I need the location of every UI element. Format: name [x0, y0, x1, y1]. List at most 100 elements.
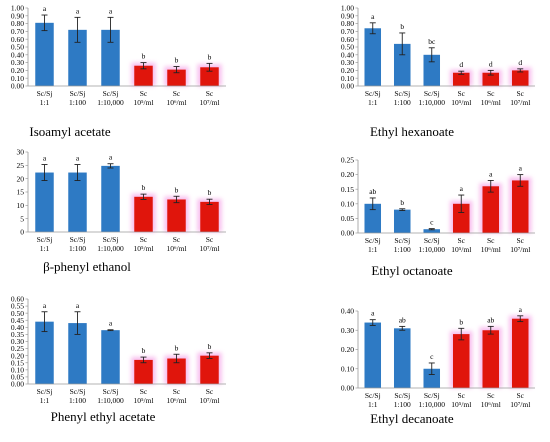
- x-tick-label: 10⁶/ml: [166, 396, 186, 405]
- y-tick-label: 0.80: [341, 19, 354, 28]
- y-tick-label: 5: [20, 214, 24, 223]
- x-tick-label: Sc/Sj: [37, 89, 53, 98]
- significance-letter: a: [43, 301, 47, 310]
- y-tick-label: 10: [17, 201, 25, 210]
- y-tick-label: 0.10: [11, 74, 24, 83]
- significance-letter: d: [518, 58, 522, 67]
- significance-letter: b: [459, 317, 463, 326]
- significance-letter: b: [142, 346, 146, 355]
- bar-sc-sj-1-100: [393, 43, 411, 86]
- bar-sc-sj-1-100: [393, 209, 411, 233]
- bar-sc-10-ml: [482, 330, 500, 388]
- x-tick-label: 1:10,000: [419, 245, 446, 254]
- bar-sc-sj-1-1: [364, 203, 382, 233]
- y-tick-label: 0.50: [11, 309, 24, 318]
- x-tick-label: Sc/Sj: [424, 89, 440, 98]
- bar-sc-10-ml: [511, 318, 529, 388]
- significance-letter: a: [371, 12, 375, 21]
- significance-letter: b: [175, 56, 179, 65]
- bar-sc-10-ml: [200, 67, 219, 86]
- bar-sc-sj-1-10-000: [101, 330, 120, 384]
- significance-letter: b: [175, 185, 179, 194]
- significance-letter: a: [371, 309, 375, 318]
- chart-title-phenyl-ethyl-acetate: Phenyl ethyl acetate: [51, 409, 156, 424]
- x-tick-label: 1:100: [69, 396, 86, 405]
- chart-phenyl-ethyl-acetate: 0.000.050.100.150.200.250.300.350.400.45…: [11, 295, 226, 405]
- significance-letter: ab: [399, 315, 406, 324]
- bar-sc-sj-1-10-000: [101, 165, 120, 232]
- y-tick-label: 0.40: [11, 50, 24, 59]
- bar-sc-sj-1-1: [35, 22, 54, 86]
- x-tick-label: Sc/Sj: [37, 235, 53, 244]
- y-tick-label: 1.00: [11, 4, 24, 13]
- y-tick-label: 0.00: [341, 384, 354, 393]
- bar-sc-sj-1-100: [68, 29, 87, 86]
- x-tick-label: 10⁷/ml: [510, 245, 530, 254]
- x-tick-label: 1:100: [394, 245, 411, 254]
- bar-sc-sj-1-1: [364, 28, 382, 87]
- x-tick-label: 10⁶/ml: [166, 98, 186, 107]
- x-tick-label: 10⁷/ml: [510, 400, 530, 409]
- significance-letter: a: [109, 153, 113, 162]
- x-tick-label: 10⁶/ml: [481, 400, 501, 409]
- bar-sc-sj-1-1: [35, 321, 54, 384]
- x-tick-label: 1:1: [368, 98, 378, 107]
- y-tick-label: 0.60: [11, 35, 24, 44]
- y-tick-label: 0.30: [341, 326, 354, 335]
- y-tick-label: 0.15: [341, 185, 354, 194]
- y-tick-label: 1.00: [341, 4, 354, 13]
- x-tick-label: Sc/Sj: [424, 236, 440, 245]
- significance-letter: a: [109, 319, 113, 328]
- chart-ethyl-decanoate: 0.000.100.200.300.40 aSc/Sj1:1abSc/Sj1:10…: [341, 305, 535, 409]
- y-tick-label: 0.45: [11, 316, 24, 325]
- bar-sc-10-ml: [200, 201, 219, 232]
- y-tick-label: 0.10: [341, 364, 354, 373]
- x-tick-label: 1:100: [69, 98, 86, 107]
- significance-letter: b: [400, 22, 404, 31]
- y-tick-label: 0.00: [341, 82, 354, 91]
- significance-letter: a: [109, 6, 113, 15]
- significance-letter: d: [459, 60, 463, 69]
- significance-letter: d: [489, 59, 493, 68]
- y-tick-label: 0.20: [11, 66, 24, 75]
- bar-sc-10-ml: [452, 334, 470, 388]
- x-tick-label: Sc: [517, 391, 525, 400]
- y-tick-label: 0.70: [341, 27, 354, 36]
- chart-beta-phenyl-ethanol: 051015202530aSc/Sj1:1aSc/Sj1:100aSc/Sj1:…: [17, 148, 226, 253]
- x-tick-label: Sc/Sj: [103, 387, 119, 396]
- x-tick-label: 1:1: [368, 245, 378, 254]
- x-tick-label: Sc/Sj: [103, 89, 119, 98]
- y-tick-label: 0.55: [11, 302, 24, 311]
- y-tick-label: 0.90: [11, 11, 24, 20]
- y-tick-label: 0.50: [341, 43, 354, 52]
- chart-ethyl-hexanoate: 0.000.100.200.300.400.500.600.700.800.90…: [341, 4, 535, 107]
- bar-sc-10-ml: [167, 358, 186, 384]
- significance-letter: ab: [369, 187, 376, 196]
- chart-title-ethyl-decanoate: Ethyl decanoate: [370, 411, 454, 426]
- x-tick-label: 1:10,000: [97, 98, 124, 107]
- x-tick-label: Sc/Sj: [365, 236, 381, 245]
- y-tick-label: 0.40: [341, 307, 354, 316]
- x-tick-label: 1:1: [40, 396, 50, 405]
- x-tick-label: 10⁶/ml: [166, 244, 186, 253]
- x-tick-label: Sc: [140, 387, 148, 396]
- x-tick-label: 1:10,000: [419, 400, 446, 409]
- significance-letter: a: [76, 6, 80, 15]
- x-tick-label: 10⁷/ml: [199, 98, 219, 107]
- x-tick-label: 10⁶/ml: [481, 98, 501, 107]
- x-tick-label: 1:10,000: [97, 244, 124, 253]
- y-tick-label: 15: [17, 188, 25, 197]
- x-tick-label: Sc: [206, 89, 214, 98]
- significance-letter: ab: [487, 315, 494, 324]
- chart-ethyl-octanoate: 0.000.050.100.150.200.25abSc/Sj1:1bSc/Sj…: [341, 156, 535, 254]
- x-tick-label: 10⁶/ml: [481, 245, 501, 254]
- x-tick-label: Sc/Sj: [70, 387, 86, 396]
- significance-letter: b: [142, 183, 146, 192]
- significance-letter: c: [430, 352, 434, 361]
- significance-letter: a: [43, 4, 47, 13]
- x-tick-label: Sc: [517, 89, 525, 98]
- bar-sc-10-ml: [511, 70, 529, 86]
- x-tick-label: Sc: [173, 235, 181, 244]
- y-tick-label: 0: [20, 228, 24, 237]
- y-tick-label: 0.20: [11, 351, 24, 360]
